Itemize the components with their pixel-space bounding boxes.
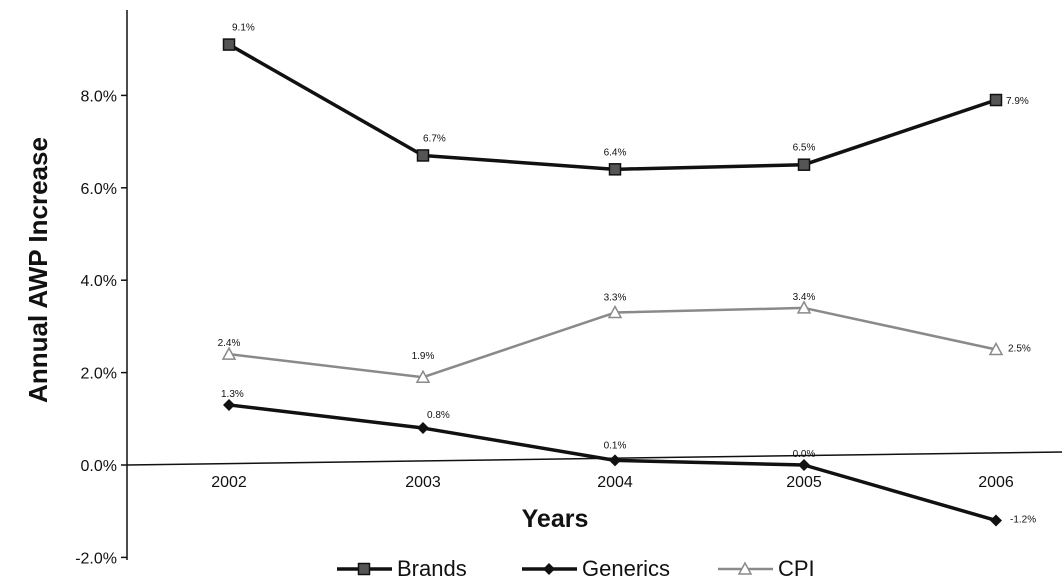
square-marker — [608, 163, 622, 176]
data-label: 0.8% — [427, 410, 450, 421]
y-ticks: -2.0% 0.0% 2.0% 4.0% 6.0% 8.0% — [75, 88, 127, 567]
data-label: 6.4% — [604, 147, 627, 158]
y-tick-label: 6.0% — [81, 181, 117, 198]
data-label: 6.5% — [793, 143, 816, 154]
legend-item-cpi: CPI — [718, 556, 815, 581]
legend: Brands Generics CPI — [337, 556, 815, 581]
triangle-marker — [988, 341, 1004, 356]
series — [221, 38, 1004, 527]
triangle-marker — [607, 304, 623, 319]
legend-label: CPI — [778, 556, 815, 581]
data-label: 7.9% — [1006, 96, 1029, 107]
data-label: -1.2% — [1010, 514, 1036, 525]
square-marker — [797, 158, 811, 171]
y-tick-label: 0.0% — [81, 458, 117, 475]
x-tick-label: 2003 — [405, 474, 441, 491]
diamond-marker — [798, 459, 810, 471]
legend-item-generics: Generics — [522, 556, 670, 581]
data-label: 6.7% — [423, 133, 446, 144]
x-tick-label: 2006 — [978, 474, 1014, 491]
data-label: 3.4% — [793, 292, 816, 303]
legend-label: Generics — [582, 556, 670, 581]
square-marker — [416, 149, 430, 162]
diamond-marker — [990, 514, 1002, 527]
data-label: 2.4% — [218, 338, 241, 349]
triangle-marker — [737, 561, 753, 575]
square-marker — [989, 93, 1003, 107]
legend-label: Brands — [397, 556, 467, 581]
data-labels: 9.1% 6.7% 6.4% 6.5% 7.9% 1.3% 0.8% 0.1% 0.0% -1.2… — [218, 23, 1037, 526]
diamond-marker — [223, 398, 235, 411]
x-ticks: 2002 2003 2004 2005 2006 — [211, 474, 1014, 491]
triangle-marker — [796, 300, 812, 314]
series-generics — [223, 398, 1002, 527]
x-tick-label: 2005 — [786, 474, 822, 491]
data-label: 9.1% — [232, 23, 255, 34]
axes — [126, 10, 1063, 560]
diamond-marker — [609, 454, 621, 467]
series-brands — [222, 38, 1003, 176]
y-tick-label: 2.0% — [81, 366, 117, 383]
y-tick-label: 8.0% — [81, 88, 117, 105]
data-label: 1.3% — [221, 389, 244, 400]
x-axis-title: Years — [522, 505, 589, 533]
data-label: 3.3% — [604, 293, 627, 304]
data-label: 2.5% — [1008, 344, 1031, 355]
y-axis-title: Annual AWP Increase — [23, 137, 53, 403]
square-marker — [357, 562, 371, 576]
data-label: 0.1% — [604, 440, 627, 451]
legend-item-brands: Brands — [337, 556, 467, 581]
diamond-marker — [417, 422, 429, 435]
triangle-marker — [415, 369, 431, 383]
y-tick-label: -2.0% — [75, 550, 117, 567]
square-marker — [222, 38, 236, 51]
data-label: 1.9% — [412, 351, 435, 362]
series-line — [228, 306, 997, 379]
y-tick-label: 4.0% — [81, 273, 117, 290]
series-cpi — [221, 300, 1004, 383]
diamond-marker — [543, 563, 555, 575]
data-label: 0.0% — [793, 449, 816, 460]
triangle-marker — [221, 346, 237, 360]
x-tick-label: 2002 — [211, 474, 247, 491]
x-tick-label: 2004 — [597, 474, 633, 491]
